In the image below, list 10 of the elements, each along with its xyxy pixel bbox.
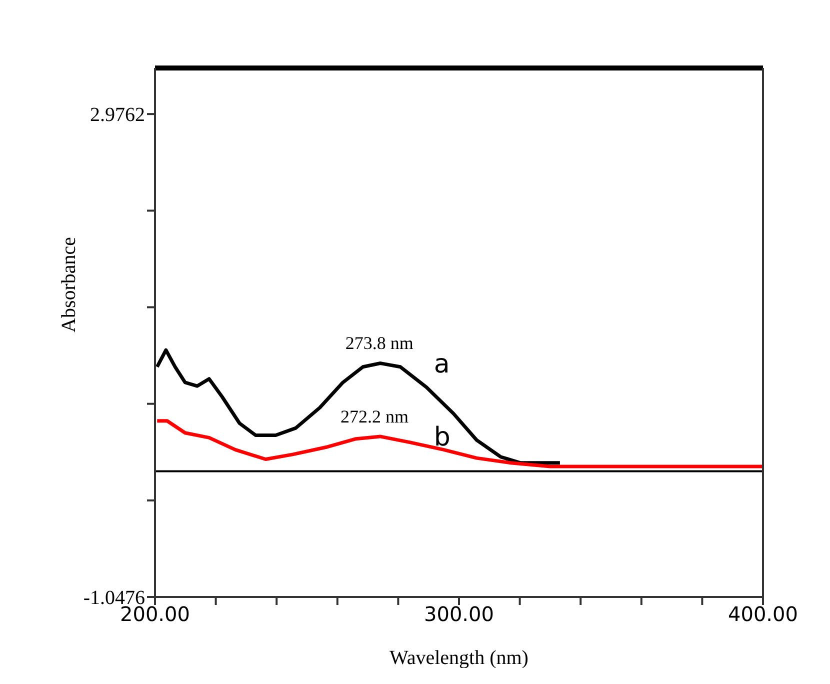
- x-tick-label: 300.00: [424, 602, 494, 626]
- line-series: [155, 348, 562, 465]
- y-axis-title: Absorbance: [58, 236, 80, 332]
- series-label: a: [434, 349, 450, 380]
- x-axis-title: Wavelength (nm): [390, 647, 528, 669]
- annotation: 272.2 nm: [340, 406, 408, 426]
- x-tick-label: 400.00: [728, 602, 798, 626]
- series-label: b: [434, 422, 450, 453]
- annotation: 273.8 nm: [345, 333, 414, 354]
- y-tick-label: 2.9762: [90, 104, 145, 126]
